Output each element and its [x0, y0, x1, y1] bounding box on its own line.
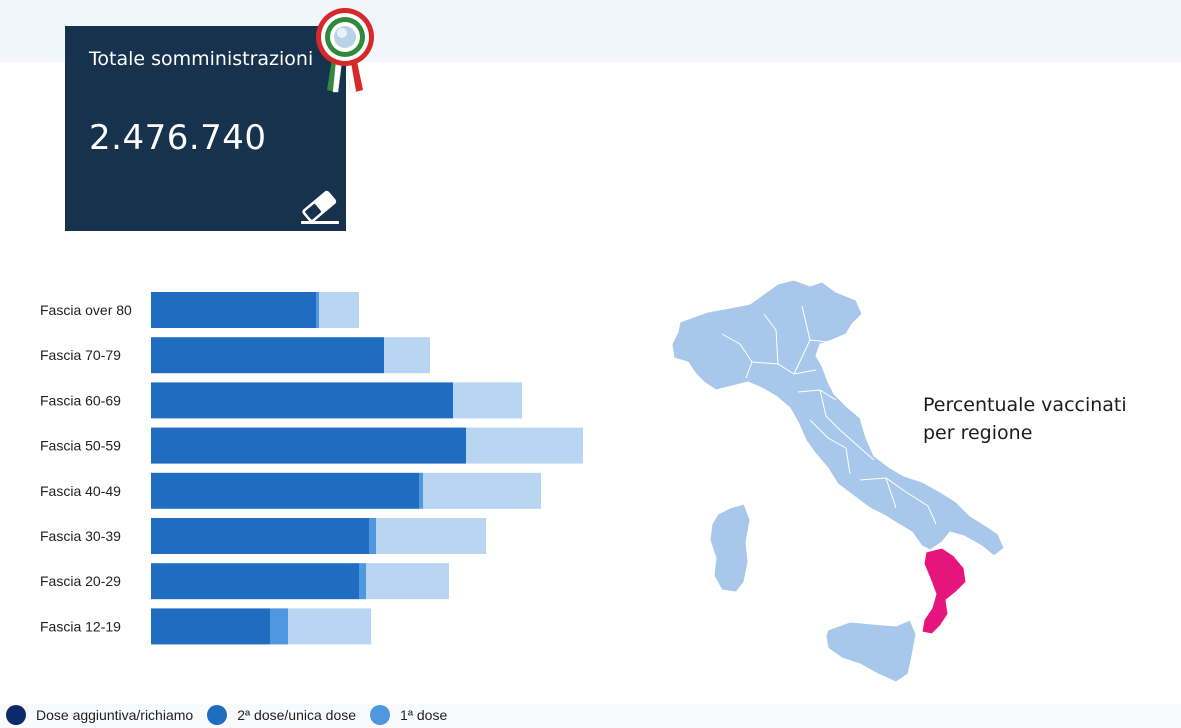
bar-segment-fascia-12-19-series-3[interactable] [288, 608, 371, 645]
bar-segment-fascia-30-39-series-3[interactable] [376, 518, 486, 554]
bar-segment-fascia-12-19-series-1[interactable] [151, 608, 270, 645]
bar-segment-fascia-40-49-series-1[interactable] [151, 472, 419, 509]
bar-segment-fascia-50-59-series-1[interactable] [151, 427, 466, 464]
bar-segment-fascia-20-29-series-1[interactable] [151, 563, 359, 600]
total-administrations-card: Totale somministrazioni 2.476.740 [65, 26, 346, 231]
category-label-fascia-60-69: Fascia 60-69 [40, 392, 121, 408]
bar-segment-fascia-20-29-series-3[interactable] [366, 563, 449, 600]
legend-swatch-second-dose [207, 705, 228, 725]
calabria-region[interactable] [921, 547, 967, 635]
bar-segment-fascia-over-80-series-3[interactable] [319, 292, 359, 328]
bar-segment-fascia-60-69-series-3[interactable] [453, 382, 522, 419]
bar-segment-fascia-60-69-series-1[interactable] [151, 382, 453, 419]
legend-label-first-dose: 1ª dose [400, 707, 448, 723]
rosette-icon [316, 8, 374, 93]
legend-swatch-booster [6, 705, 26, 725]
legend-label-second-dose: 2ª dose/unica dose [237, 707, 357, 723]
bar-segment-fascia-12-19-series-2[interactable] [270, 608, 288, 645]
total-administrations-value: 2.476.740 [89, 118, 267, 158]
bar-segment-fascia-30-39-series-2[interactable] [369, 518, 376, 554]
bar-segment-fascia-70-79-series-3[interactable] [384, 337, 430, 374]
sardinia-region[interactable] [709, 503, 751, 593]
bar-segment-fascia-over-80-series-2[interactable] [316, 292, 319, 328]
bar-segment-fascia-30-39-series-1[interactable] [151, 518, 369, 554]
legend-label-booster: Dose aggiuntiva/richiamo [36, 707, 194, 723]
category-label-fascia-30-39: Fascia 30-39 [40, 528, 121, 544]
bar-segment-fascia-40-49-series-2[interactable] [419, 472, 423, 509]
category-label-fascia-20-29: Fascia 20-29 [40, 573, 121, 589]
category-label-fascia-40-49: Fascia 40-49 [40, 483, 121, 499]
total-administrations-title: Totale somministrazioni [89, 48, 314, 70]
legend-item-second-dose[interactable]: 2ª dose/unica dose [207, 705, 356, 725]
bar-segment-fascia-40-49-series-3[interactable] [423, 472, 541, 509]
map-title: Percentuale vaccinati per regione [923, 394, 1127, 444]
category-label-fascia-over-80: Fascia over 80 [40, 302, 132, 318]
category-label-fascia-50-59: Fascia 50-59 [40, 438, 121, 454]
age-group-bar-chart: Fascia over 80 Fascia 70-79 Fascia 60-69 Fa… [40, 292, 583, 645]
legend-band [0, 704, 1181, 728]
eraser-icon[interactable] [299, 186, 341, 226]
bar-segment-fascia-20-29-series-2[interactable] [359, 563, 366, 600]
legend-swatch-first-dose [370, 705, 391, 725]
chart-legend: Dose aggiuntiva/richiamo 2ª dose/unica d… [6, 703, 461, 727]
bar-segment-fascia-70-79-series-1[interactable] [151, 337, 384, 374]
legend-item-first-dose[interactable]: 1ª dose [370, 705, 447, 725]
sicily-region[interactable] [825, 619, 917, 683]
legend-item-booster[interactable]: Dose aggiuntiva/richiamo [6, 705, 193, 725]
italy-vaccination-map [671, 279, 1005, 683]
category-label-fascia-70-79: Fascia 70-79 [40, 347, 121, 363]
bar-segment-fascia-over-80-series-1[interactable] [151, 292, 316, 328]
category-label-fascia-12-19: Fascia 12-19 [40, 618, 121, 634]
italy-mainland-region[interactable] [671, 279, 1005, 557]
bar-segment-fascia-50-59-series-3[interactable] [466, 427, 583, 464]
